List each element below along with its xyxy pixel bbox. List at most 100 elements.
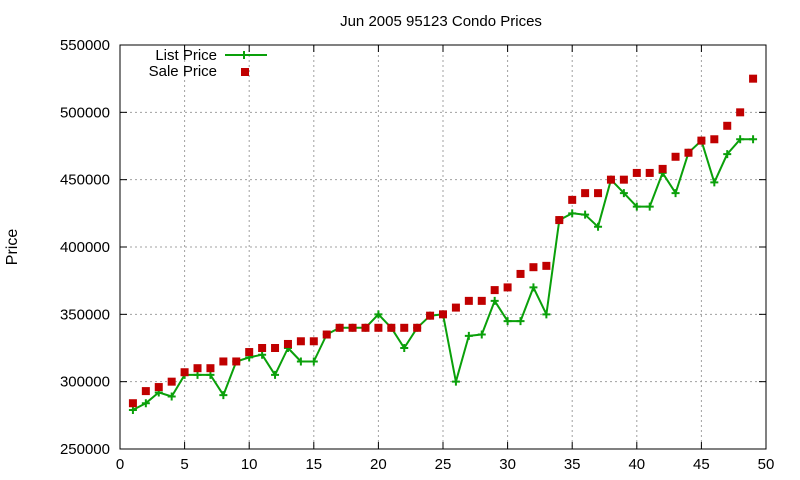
y-tick-label: 250000 <box>60 441 110 458</box>
sale-price-point <box>451 303 460 312</box>
list-price-point <box>529 283 538 292</box>
legend-label-sale-price: Sale Price <box>149 63 217 80</box>
sale-price-point <box>542 261 551 270</box>
list-price-point <box>710 178 719 187</box>
legend-marker-list-price <box>240 51 248 59</box>
sale-price-point <box>684 148 693 157</box>
list-price-point <box>451 377 460 386</box>
sale-price-point <box>322 330 331 339</box>
x-tick-label: 10 <box>241 456 258 473</box>
sale-price-point <box>464 296 473 305</box>
sale-price-point <box>206 364 215 373</box>
list-price-point <box>128 405 137 414</box>
list-price-point <box>568 209 577 218</box>
sale-price-point <box>581 189 590 198</box>
list-price-point <box>219 391 228 400</box>
sale-price-point <box>193 364 202 373</box>
sale-price-point <box>555 216 564 225</box>
sale-price-point <box>439 310 447 319</box>
sale-price-point <box>606 175 615 184</box>
x-tick-label: 0 <box>116 456 124 473</box>
sale-price-point <box>645 168 654 177</box>
x-tick-label: 20 <box>370 456 387 473</box>
list-price-point <box>464 331 473 340</box>
x-tick-label: 35 <box>564 456 581 473</box>
sale-price-point <box>710 135 719 144</box>
list-price-point <box>645 202 654 211</box>
list-price-point <box>542 310 551 319</box>
legend-marker-sale-price <box>241 68 249 76</box>
sale-price-point <box>245 348 254 357</box>
list-price-point <box>594 222 603 231</box>
x-tick-label: 30 <box>499 456 516 473</box>
x-tick-label: 5 <box>180 456 188 473</box>
sale-price-point <box>516 269 525 278</box>
plot-frame <box>119 44 767 450</box>
y-tick-label: 300000 <box>60 374 110 391</box>
sale-price-point <box>477 296 486 305</box>
sale-price-point <box>232 357 241 366</box>
axis-ticks <box>119 44 767 450</box>
sale-price-point <box>348 323 357 332</box>
sale-price-point <box>594 189 603 198</box>
sale-price-point <box>387 323 396 332</box>
list-price-point <box>490 296 499 305</box>
list-price-point <box>258 350 267 359</box>
sale-price-point <box>283 339 292 348</box>
sale-price-point <box>632 168 641 177</box>
x-tick-label: 40 <box>628 456 645 473</box>
sale-price-point <box>271 344 280 352</box>
y-tick-label: 500000 <box>60 104 110 121</box>
x-tick-label: 25 <box>435 456 452 473</box>
sale-price-point <box>749 74 758 83</box>
list-price-point <box>619 189 628 198</box>
list-price-point <box>723 150 732 159</box>
list-price-point <box>671 189 680 198</box>
list-price-point <box>374 310 383 319</box>
sale-price-point <box>400 323 409 332</box>
sale-price-point <box>697 136 706 145</box>
series <box>128 74 758 414</box>
sale-price-point <box>141 387 150 396</box>
list-price-point <box>296 357 305 366</box>
list-price-point <box>503 317 512 326</box>
x-tick-label: 45 <box>693 456 710 473</box>
chart-title: Jun 2005 95123 Condo Prices <box>340 13 542 30</box>
list-price-point <box>167 392 176 401</box>
x-tick-label: 15 <box>305 456 322 473</box>
sale-price-point <box>219 357 228 366</box>
sale-price-point <box>723 121 732 130</box>
list-price-point <box>206 370 215 379</box>
list-price-point <box>309 357 318 366</box>
sale-price-point <box>335 323 344 332</box>
sale-price-point <box>736 108 745 117</box>
sale-price-point <box>671 152 680 161</box>
sale-price-point <box>167 377 176 386</box>
list-price-point <box>749 135 758 144</box>
sale-price-point <box>296 337 305 346</box>
sale-price-point <box>426 311 435 320</box>
sale-price-point <box>374 323 383 332</box>
sale-price-point <box>490 286 499 295</box>
y-tick-label: 350000 <box>60 306 110 323</box>
list-price-point <box>516 317 525 326</box>
sale-price-point <box>154 383 163 392</box>
sale-price-point <box>361 323 370 332</box>
list-price-point <box>141 399 150 408</box>
list-price-point <box>736 135 745 144</box>
sale-price-point <box>258 344 267 352</box>
sale-price-point <box>619 175 628 184</box>
sale-price-point <box>180 368 189 377</box>
y-tick-label: 550000 <box>60 37 110 54</box>
list-price-point <box>193 370 202 379</box>
sale-price-point <box>568 195 577 204</box>
sale-price-point <box>413 323 422 332</box>
legend: List Price Sale Price <box>149 47 267 80</box>
list-price-point <box>271 370 280 379</box>
list-price-point <box>477 330 486 339</box>
list-price-point <box>400 344 409 352</box>
list-price-point <box>581 210 590 219</box>
sale-price-point <box>529 263 538 272</box>
y-axis-label: Price <box>4 229 21 266</box>
